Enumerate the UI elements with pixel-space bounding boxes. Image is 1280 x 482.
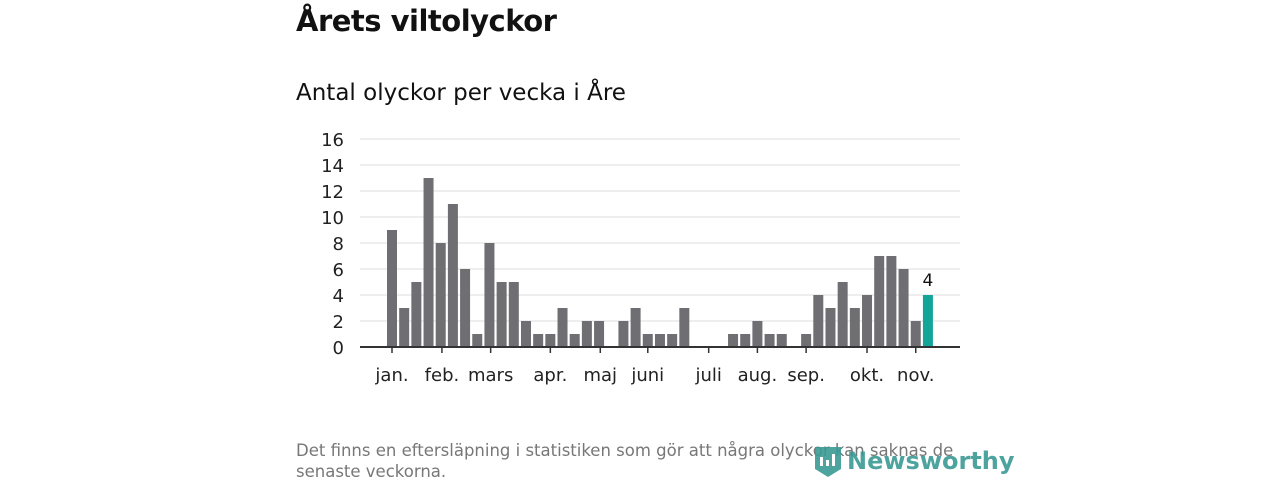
bar xyxy=(411,282,422,347)
x-tick-label: juni xyxy=(630,365,664,386)
chart-title: Antal olyckor per vecka i Åre xyxy=(296,80,626,106)
bar xyxy=(825,308,836,347)
x-tick-label: feb. xyxy=(425,365,460,386)
x-tick-label: mars xyxy=(468,365,513,386)
x-tick-label: maj xyxy=(583,365,617,386)
bar xyxy=(460,269,471,347)
page-title: Årets viltolyckor xyxy=(296,4,557,38)
bar xyxy=(776,334,787,347)
bar xyxy=(679,308,690,347)
bar xyxy=(581,321,592,347)
y-tick-label: 10 xyxy=(321,208,344,229)
bar xyxy=(728,334,739,347)
bar xyxy=(813,295,824,347)
y-tick-label: 8 xyxy=(333,234,344,255)
y-tick-label: 14 xyxy=(321,156,344,177)
bar xyxy=(898,269,909,347)
logo-text: Newsworthy xyxy=(847,447,1015,475)
bar-highlight xyxy=(922,295,933,347)
y-tick-label: 0 xyxy=(333,338,344,359)
y-tick-label: 4 xyxy=(333,286,344,307)
bar xyxy=(654,334,665,347)
bar xyxy=(886,256,897,347)
footnote: Det finns en eftersläpning i statistiken… xyxy=(296,441,954,481)
bar xyxy=(594,321,605,347)
x-tick-label: apr. xyxy=(533,365,567,386)
bar xyxy=(740,334,751,347)
bar xyxy=(874,256,885,347)
bar xyxy=(533,334,544,347)
bar xyxy=(630,308,641,347)
bar xyxy=(910,321,921,347)
bar xyxy=(569,334,580,347)
bar xyxy=(557,308,568,347)
x-tick-label: nov. xyxy=(897,365,934,386)
bar xyxy=(472,334,483,347)
bar xyxy=(667,334,678,347)
bar xyxy=(496,282,507,347)
y-tick-label: 2 xyxy=(333,312,344,333)
x-tick-label: aug. xyxy=(738,365,778,386)
bar xyxy=(618,321,629,347)
x-tick-label: juli xyxy=(694,365,721,386)
x-tick-label: okt. xyxy=(850,365,884,386)
bar xyxy=(520,321,531,347)
bar-chart: 0 2 4 6 8 10 12 14 16 4 jan. feb. mars apr. maj juni jul… xyxy=(321,130,960,386)
bar xyxy=(862,295,873,347)
bar xyxy=(642,334,653,347)
newsworthy-logo: Newsworthy xyxy=(815,445,1015,477)
bar xyxy=(387,230,397,347)
newsworthy-logo-icon xyxy=(815,447,841,477)
bar xyxy=(484,243,495,347)
x-tick-label: sep. xyxy=(787,365,825,386)
bar xyxy=(508,282,519,347)
x-tick-label: jan. xyxy=(374,365,408,386)
y-tick-label: 6 xyxy=(333,260,344,281)
bar xyxy=(849,308,860,347)
bar xyxy=(423,178,434,347)
data-label: 4 xyxy=(923,271,934,291)
bar xyxy=(447,204,458,347)
y-tick-label: 16 xyxy=(321,130,344,151)
y-tick-label: 12 xyxy=(321,182,344,203)
bar xyxy=(752,321,763,347)
bar xyxy=(435,243,446,347)
bar xyxy=(399,308,410,347)
bar xyxy=(545,334,556,347)
bar xyxy=(801,334,812,347)
bar xyxy=(837,282,848,347)
bar xyxy=(764,334,775,347)
